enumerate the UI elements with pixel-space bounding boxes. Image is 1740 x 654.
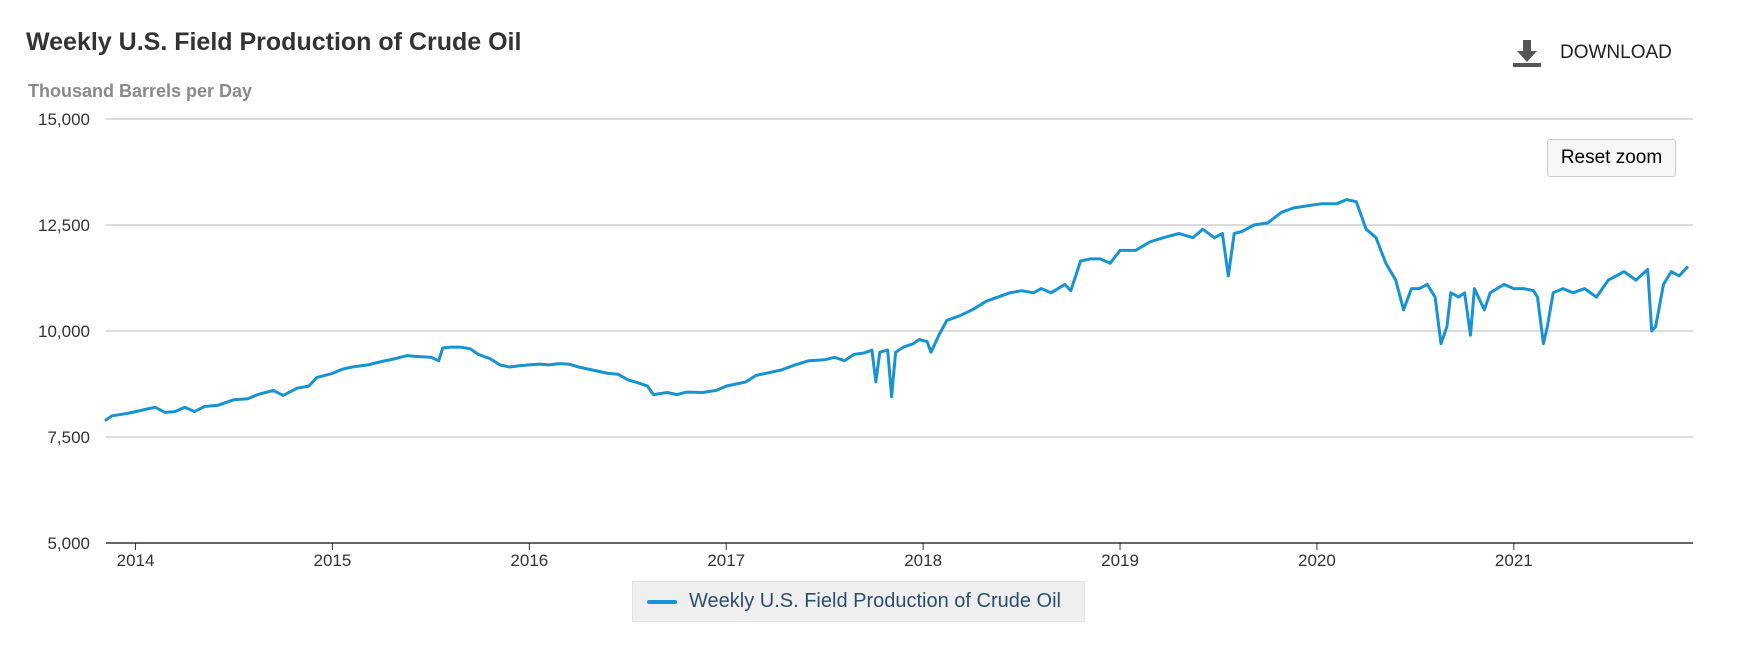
x-tick-label: 2019 (1101, 551, 1139, 570)
chart-title: Weekly U.S. Field Production of Crude Oi… (26, 28, 522, 56)
x-tick-label: 2021 (1495, 551, 1533, 570)
series-line (104, 198, 1689, 422)
x-tick-label: 2016 (510, 551, 548, 570)
download-label: DOWNLOAD (1560, 42, 1672, 63)
legend-label: Weekly U.S. Field Production of Crude Oi… (689, 590, 1062, 612)
download-button[interactable]: DOWNLOAD (1512, 38, 1672, 68)
x-tick-label: 2015 (314, 551, 352, 570)
y-tick-label: 12,500 (38, 216, 90, 235)
legend-line-swatch (647, 599, 677, 604)
download-icon (1513, 40, 1541, 67)
x-tick-label: 2014 (117, 551, 155, 570)
reset-zoom-button[interactable]: Reset zoom (1547, 139, 1676, 177)
legend-item[interactable]: Weekly U.S. Field Production of Crude Oi… (632, 581, 1085, 622)
x-tick-label: 2018 (904, 551, 942, 570)
chart-subtitle: Thousand Barrels per Day (28, 81, 253, 101)
x-tick-label: 2017 (707, 551, 745, 570)
y-tick-label: 15,000 (38, 110, 90, 129)
x-tick-label: 2020 (1298, 551, 1336, 570)
y-tick-label: 5,000 (47, 534, 90, 553)
y-tick-label: 10,000 (38, 322, 90, 341)
y-tick-label: 7,500 (47, 428, 90, 447)
